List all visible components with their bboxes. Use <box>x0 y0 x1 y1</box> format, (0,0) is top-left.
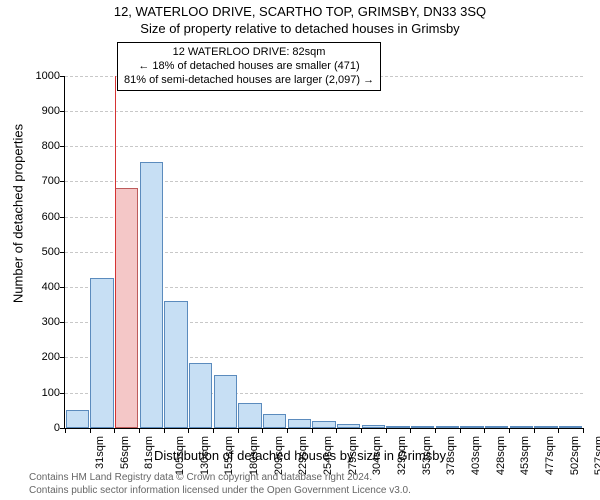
bar <box>312 421 335 428</box>
y-tick-label: 300 <box>20 316 60 328</box>
x-tick-mark <box>238 428 239 433</box>
x-tick-mark <box>558 428 559 433</box>
bar <box>164 301 187 428</box>
bar <box>66 410 89 428</box>
x-tick-mark <box>114 428 115 433</box>
bar <box>485 426 508 428</box>
bar <box>337 424 360 428</box>
y-tick-mark <box>60 252 65 253</box>
x-tick-mark <box>484 428 485 433</box>
bar <box>238 403 261 428</box>
x-tick-mark <box>312 428 313 433</box>
x-tick-mark <box>188 428 189 433</box>
y-tick-mark <box>60 146 65 147</box>
bar <box>386 426 409 428</box>
y-tick-label: 900 <box>20 105 60 117</box>
y-tick-label: 200 <box>20 351 60 363</box>
y-tick-label: 500 <box>20 246 60 258</box>
y-tick-mark <box>60 111 65 112</box>
chart-subtitle: Size of property relative to detached ho… <box>0 21 600 38</box>
credits: Contains HM Land Registry data © Crown c… <box>29 471 411 497</box>
credits-line2: Contains public sector information licen… <box>29 484 411 497</box>
annotation-line2: ← 18% of detached houses are smaller (47… <box>124 60 374 74</box>
bar <box>189 363 212 428</box>
x-tick-mark <box>509 428 510 433</box>
y-tick-mark <box>60 322 65 323</box>
y-tick-mark <box>60 357 65 358</box>
y-tick-mark <box>60 76 65 77</box>
x-tick-mark <box>435 428 436 433</box>
x-tick-mark <box>336 428 337 433</box>
x-tick-mark <box>460 428 461 433</box>
bar <box>263 414 286 428</box>
x-tick-mark <box>90 428 91 433</box>
bar <box>460 426 483 428</box>
x-tick-mark <box>164 428 165 433</box>
address-title: 12, WATERLOO DRIVE, SCARTHO TOP, GRIMSBY… <box>0 0 600 21</box>
y-tick-mark <box>60 393 65 394</box>
credits-line1: Contains HM Land Registry data © Crown c… <box>29 471 411 484</box>
x-axis-label: Distribution of detached houses by size … <box>0 448 600 463</box>
bar <box>288 419 311 428</box>
bar <box>534 426 557 428</box>
y-tick-mark <box>60 428 65 429</box>
annotation-line3: 81% of semi-detached houses are larger (… <box>124 74 374 88</box>
y-tick-label: 800 <box>20 140 60 152</box>
x-tick-mark <box>262 428 263 433</box>
y-tick-mark <box>60 181 65 182</box>
bar-highlight <box>115 188 138 427</box>
bar <box>90 278 113 428</box>
x-tick-mark <box>287 428 288 433</box>
y-tick-label: 600 <box>20 211 60 223</box>
y-tick-mark <box>60 217 65 218</box>
x-tick-mark <box>410 428 411 433</box>
x-tick-mark <box>139 428 140 433</box>
y-tick-label: 0 <box>20 422 60 434</box>
annotation-box: 12 WATERLOO DRIVE: 82sqm ← 18% of detach… <box>117 42 381 91</box>
y-tick-label: 400 <box>20 281 60 293</box>
bar <box>214 375 237 428</box>
annotation-line1: 12 WATERLOO DRIVE: 82sqm <box>124 46 374 60</box>
x-tick-mark <box>583 428 584 433</box>
bar <box>510 426 533 428</box>
x-tick-mark <box>213 428 214 433</box>
y-tick-label: 1000 <box>20 70 60 82</box>
y-tick-mark <box>60 287 65 288</box>
bar <box>411 426 434 428</box>
y-tick-label: 700 <box>20 175 60 187</box>
x-tick-mark <box>361 428 362 433</box>
bar <box>140 162 163 428</box>
gridline <box>65 111 583 112</box>
gridline <box>65 146 583 147</box>
bar <box>436 426 459 428</box>
plot-area <box>64 76 583 429</box>
reference-line <box>115 76 116 428</box>
x-tick-mark <box>534 428 535 433</box>
bar <box>559 426 582 428</box>
x-tick-mark <box>386 428 387 433</box>
bar <box>362 425 385 428</box>
x-tick-mark <box>65 428 66 433</box>
y-tick-label: 100 <box>20 387 60 399</box>
